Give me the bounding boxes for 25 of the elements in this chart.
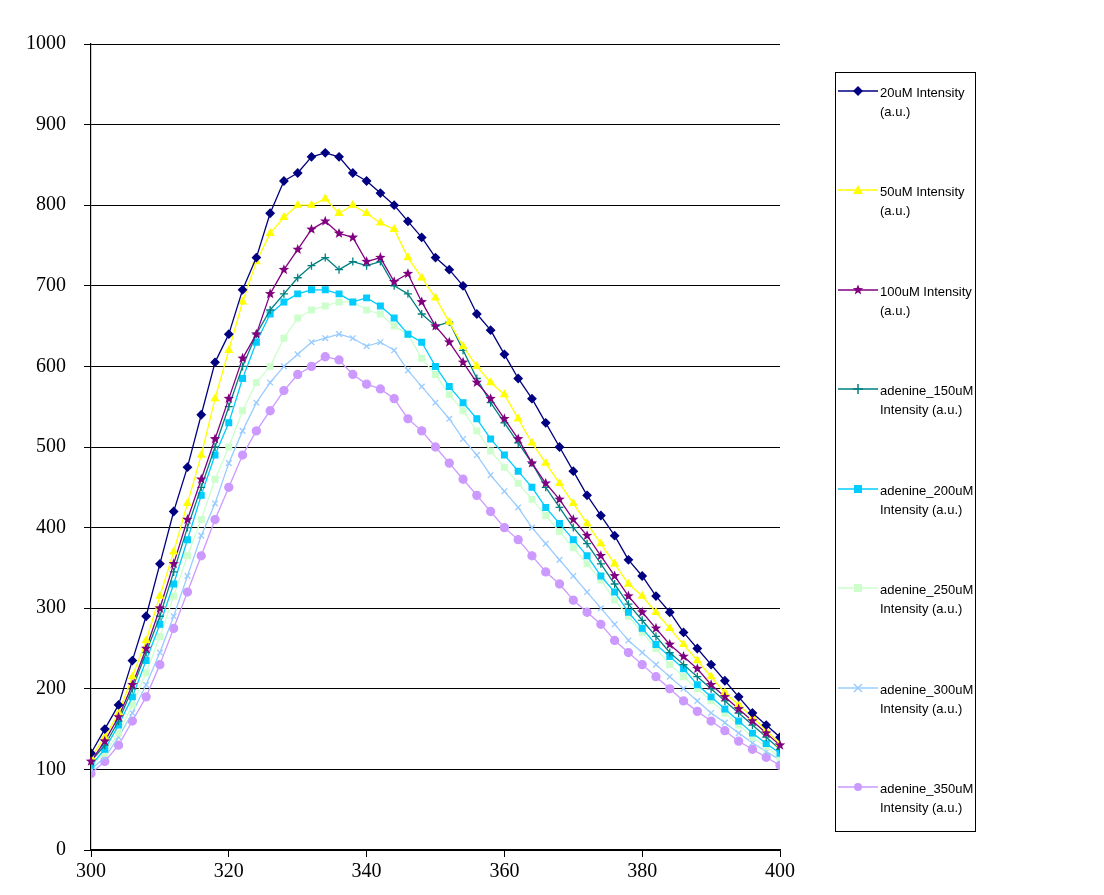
x-tick-label: 360 bbox=[489, 859, 520, 882]
x-tick-label: 340 bbox=[351, 859, 382, 882]
x-tick-label: 300 bbox=[76, 859, 106, 882]
y-tick-label: 500 bbox=[36, 434, 66, 457]
legend-label: 50uM Intensity (a.u.) bbox=[880, 183, 966, 221]
x-tick-label: 400 bbox=[765, 859, 795, 882]
y-tick-label: 1000 bbox=[26, 31, 66, 54]
legend-label: adenine_200uM Intensity (a.u.) bbox=[880, 481, 974, 519]
y-tick-label: 800 bbox=[36, 192, 66, 215]
y-tick-label: 600 bbox=[36, 353, 66, 376]
y-tick-label: 300 bbox=[36, 595, 66, 618]
legend-label: adenine_300uM Intensity (a.u.) bbox=[880, 680, 974, 718]
y-tick-label: 100 bbox=[36, 756, 66, 779]
legend-label: 20uM Intensity (a.u.) bbox=[880, 84, 966, 121]
y-tick-label: 900 bbox=[36, 111, 66, 134]
legend-label: adenine_150uM Intensity (a.u.) bbox=[880, 382, 974, 420]
x-tick-label: 380 bbox=[627, 859, 658, 882]
y-tick-label: 400 bbox=[36, 514, 66, 537]
y-tick-label: 200 bbox=[36, 676, 66, 699]
y-tick-label: 700 bbox=[36, 273, 66, 296]
y-tick-label: 0 bbox=[56, 837, 66, 860]
legend-label: adenine_350uM Intensity (a.u.) bbox=[880, 779, 974, 817]
legend-label: 100uM Intensity (a.u.) bbox=[880, 282, 973, 320]
legend-label: adenine_250uM Intensity (a.u.) bbox=[880, 581, 974, 619]
x-tick-label: 320 bbox=[213, 859, 244, 882]
